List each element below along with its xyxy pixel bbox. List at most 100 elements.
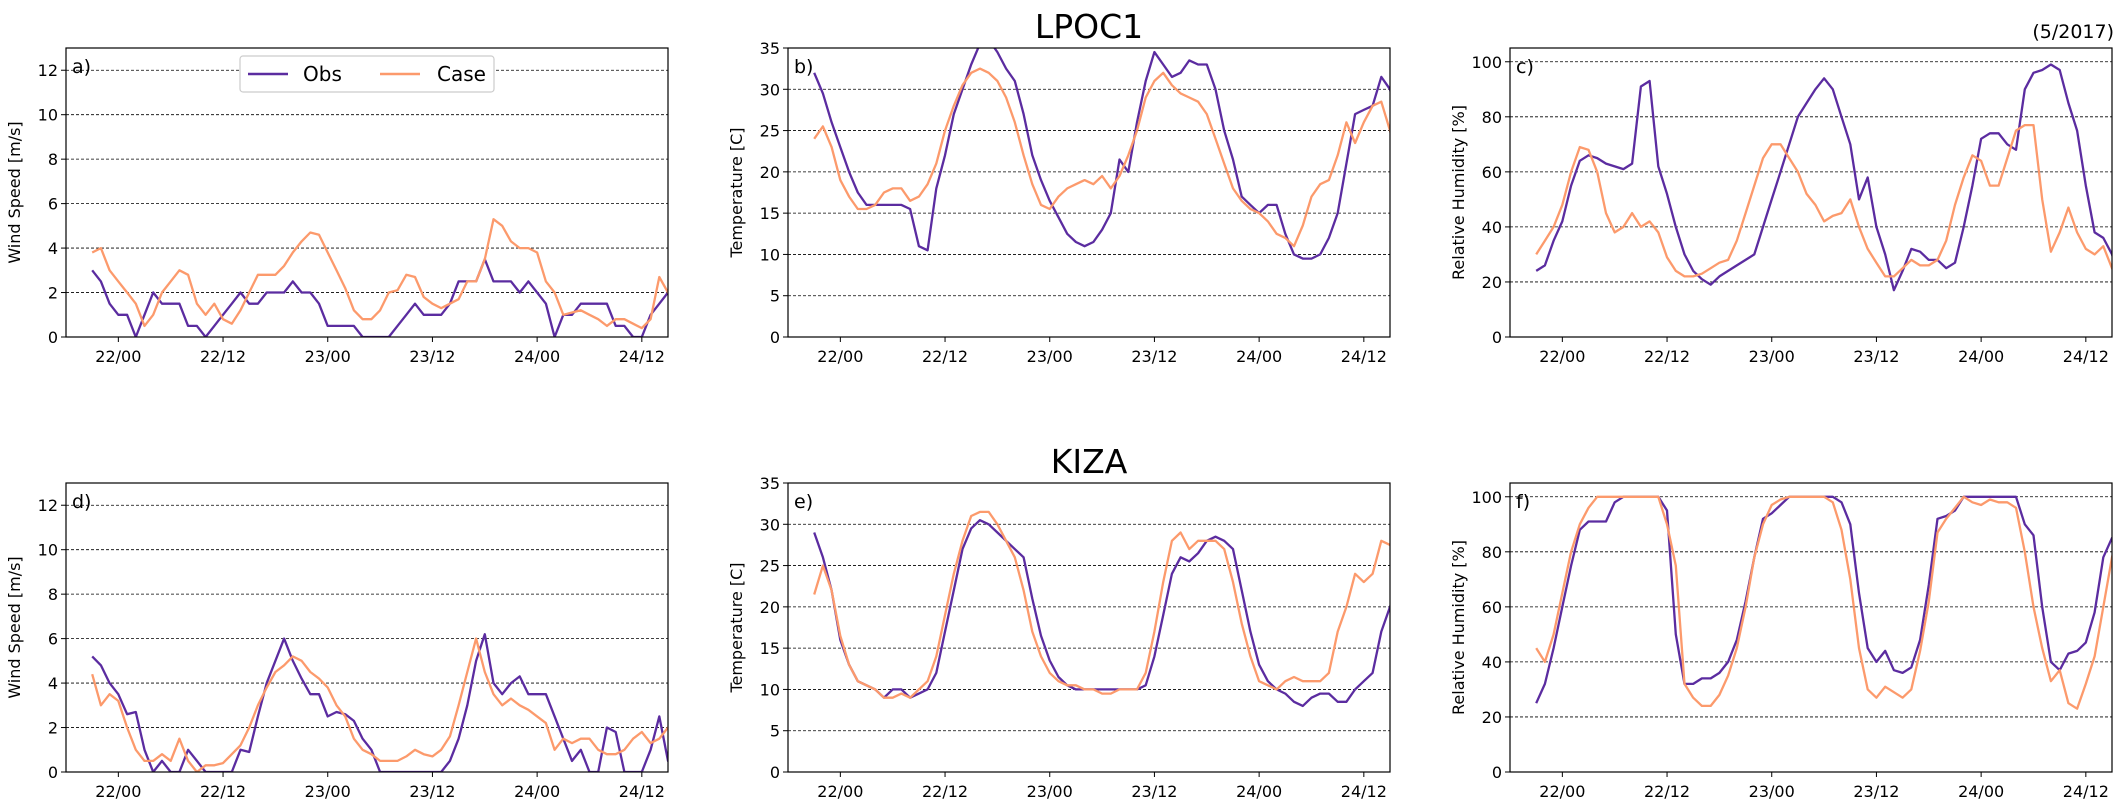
- x-tick-label: 24/12: [2063, 347, 2109, 366]
- axes-frame: [65, 47, 669, 338]
- y-tick-label: 35: [760, 39, 780, 58]
- panel-2: 0 20 40 60 80 100 22/00 22/12 23/00 23/12 24/00 24/…: [1449, 47, 2113, 366]
- y-tick-label: 10: [760, 680, 780, 699]
- panel-label: e): [794, 491, 813, 513]
- axes-frame: [1509, 482, 2113, 773]
- y-tick-label: 30: [760, 515, 780, 534]
- y-tick-label: 30: [760, 80, 780, 99]
- x-tick-label: 24/12: [2063, 782, 2109, 801]
- series-line-case: [91, 637, 668, 772]
- panel-label: f): [1516, 491, 1530, 513]
- panel-label: a): [72, 56, 91, 78]
- y-tick-label: 35: [760, 474, 780, 493]
- y-tick-label: 12: [38, 496, 58, 515]
- y-tick-label: 0: [1492, 328, 1502, 347]
- y-axis-label: Wind Speed [m/s]: [5, 556, 24, 698]
- y-tick-label: 0: [770, 328, 780, 347]
- y-tick-label: 15: [760, 204, 780, 223]
- x-tick-label: 24/12: [619, 782, 665, 801]
- y-axis-label: Temperature [C]: [727, 127, 746, 258]
- y-tick-label: 80: [1482, 108, 1502, 127]
- panel-0: 0 2 4 6 8 10 12 22/00 22/12 23/00 23/12 24/00 24/12 a…: [5, 47, 669, 366]
- x-tick-label: 22/00: [95, 782, 141, 801]
- legend-label-case: Case: [437, 62, 486, 86]
- x-tick-label: 23/12: [1131, 782, 1177, 801]
- y-tick-label: 0: [770, 763, 780, 782]
- x-tick-label: 24/00: [1958, 347, 2004, 366]
- x-tick-label: 22/12: [922, 782, 968, 801]
- x-tick-label: 24/00: [514, 347, 560, 366]
- panel-3: 0 2 4 6 8 10 12 22/00 22/12 23/00 23/12 24/00 24/12 d…: [5, 482, 669, 801]
- y-tick-label: 0: [1492, 763, 1502, 782]
- x-tick-label: 23/00: [1027, 347, 1073, 366]
- axes-frame: [1509, 47, 2113, 338]
- series-line-case: [813, 67, 1390, 248]
- x-tick-label: 23/12: [1853, 347, 1899, 366]
- y-axis-label: Relative Humidity [%]: [1449, 105, 1468, 280]
- series-line-obs: [813, 48, 1390, 260]
- x-tick-label: 24/12: [1341, 782, 1387, 801]
- x-tick-label: 24/12: [619, 347, 665, 366]
- panel-label: c): [1516, 56, 1534, 78]
- row-title-top: LPOC1: [1035, 7, 1143, 46]
- y-tick-label: 80: [1482, 543, 1502, 562]
- x-tick-label: 22/00: [1539, 782, 1585, 801]
- row-title-bottom: KIZA: [1051, 442, 1128, 481]
- y-tick-label: 60: [1482, 163, 1502, 182]
- x-tick-label: 24/00: [1236, 347, 1282, 366]
- series-line-obs: [813, 519, 1390, 708]
- legend: Obs Case: [239, 55, 495, 93]
- x-tick-label: 23/00: [1027, 782, 1073, 801]
- x-tick-label: 23/00: [1749, 782, 1795, 801]
- x-tick-label: 22/00: [817, 782, 863, 801]
- x-tick-label: 22/12: [1644, 347, 1690, 366]
- panel-1: 0 5 10 15 20 25 30 35 22/00 22/12 23/00 23/12 24/00 2…: [727, 39, 1391, 366]
- panel-label: d): [72, 491, 91, 513]
- y-tick-label: 15: [760, 639, 780, 658]
- y-axis-label: Wind Speed [m/s]: [5, 121, 24, 263]
- y-tick-label: 4: [48, 239, 58, 258]
- legend-label-obs: Obs: [303, 62, 342, 86]
- series-line-obs: [1535, 495, 2112, 704]
- y-tick-label: 40: [1482, 218, 1502, 237]
- x-tick-label: 22/12: [1644, 782, 1690, 801]
- x-tick-label: 24/00: [1958, 782, 2004, 801]
- axes-frame: [65, 482, 669, 773]
- x-tick-label: 24/12: [1341, 347, 1387, 366]
- x-tick-label: 22/12: [200, 782, 246, 801]
- x-tick-label: 23/12: [1853, 782, 1899, 801]
- y-tick-label: 0: [48, 763, 58, 782]
- axes-frame: [787, 482, 1391, 773]
- panel-5: 0 20 40 60 80 100 22/00 22/12 23/00 23/12 24/00 24/…: [1449, 482, 2113, 801]
- y-tick-label: 2: [48, 284, 58, 303]
- axes-frame: [787, 47, 1391, 338]
- x-tick-label: 23/12: [409, 782, 455, 801]
- panel-4: 0 5 10 15 20 25 30 35 22/00 22/12 23/00 23/12 24/00 2…: [727, 474, 1391, 801]
- x-tick-label: 24/00: [514, 782, 560, 801]
- x-tick-label: 22/12: [922, 347, 968, 366]
- y-tick-label: 6: [48, 630, 58, 649]
- y-tick-label: 12: [38, 61, 58, 80]
- panel-label: b): [794, 56, 813, 78]
- x-tick-label: 23/00: [305, 347, 351, 366]
- y-tick-label: 100: [1471, 488, 1502, 507]
- y-tick-label: 10: [38, 106, 58, 125]
- x-tick-label: 23/00: [1749, 347, 1795, 366]
- y-tick-label: 8: [48, 585, 58, 604]
- x-tick-label: 22/00: [817, 347, 863, 366]
- series-line-case: [1535, 123, 2112, 278]
- x-tick-label: 23/12: [1131, 347, 1177, 366]
- series-line-obs: [1535, 63, 2112, 292]
- y-tick-label: 40: [1482, 653, 1502, 672]
- y-tick-label: 2: [48, 719, 58, 738]
- y-tick-label: 0: [48, 328, 58, 347]
- y-tick-label: 4: [48, 674, 58, 693]
- x-tick-label: 23/00: [305, 782, 351, 801]
- y-tick-label: 5: [770, 722, 780, 741]
- date-note: (5/2017): [2032, 21, 2114, 43]
- series-line-case: [813, 510, 1390, 699]
- y-tick-label: 20: [1482, 273, 1502, 292]
- x-tick-label: 23/12: [409, 347, 455, 366]
- x-tick-label: 22/12: [200, 347, 246, 366]
